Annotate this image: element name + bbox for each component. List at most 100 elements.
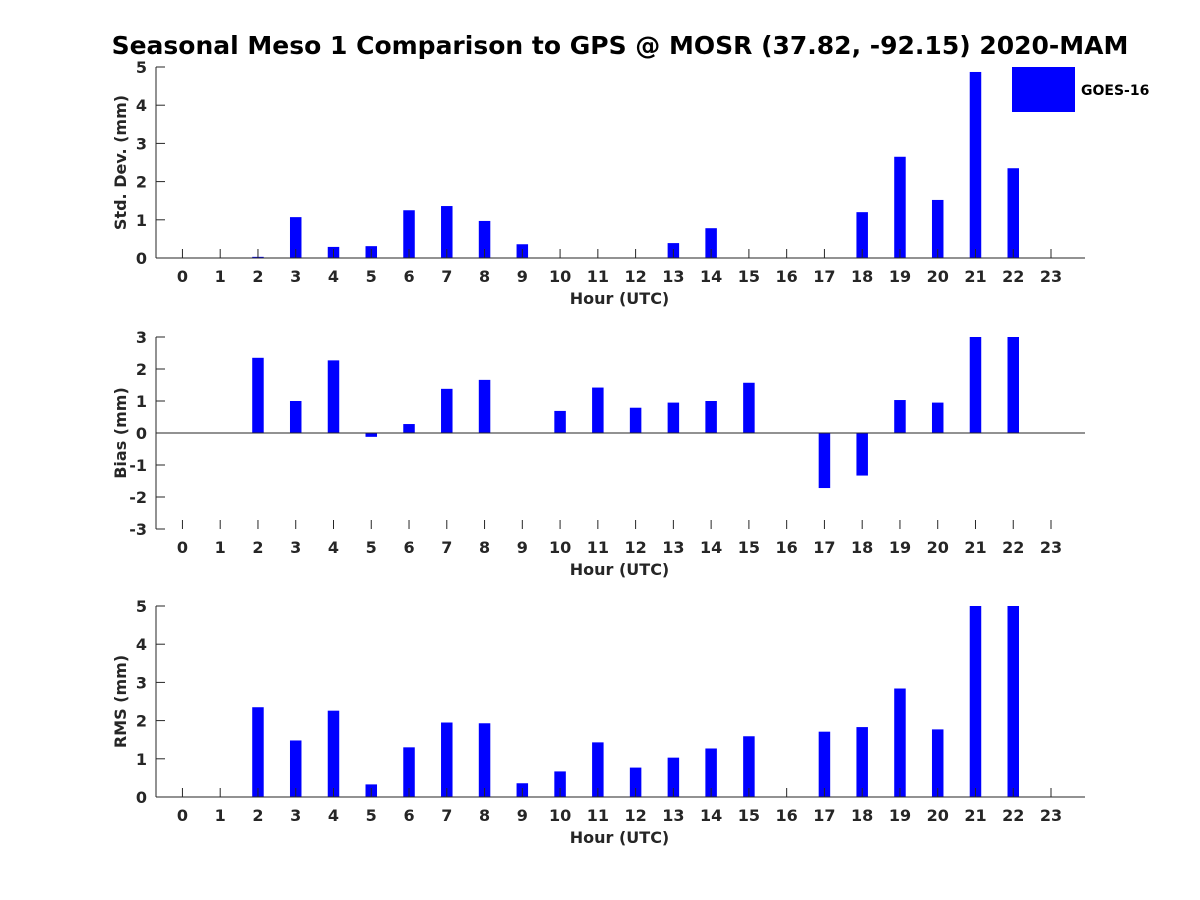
x-tick-label-std-dev: 19 <box>889 267 911 286</box>
x-tick-label-std-dev: 21 <box>964 267 986 286</box>
x-tick-label-std-dev: 6 <box>403 267 414 286</box>
y-tick-label-rms: 0 <box>136 788 147 807</box>
x-tick-label-rms: 6 <box>403 806 414 825</box>
bar-bias-hour-18 <box>856 433 868 476</box>
bar-rms-hour-21 <box>969 606 982 797</box>
x-tick-label-bias: 20 <box>927 538 949 557</box>
y-tick-label-bias: -3 <box>129 520 147 539</box>
bar-rms-hour-18 <box>856 727 868 797</box>
x-tick-label-rms: 15 <box>738 806 760 825</box>
y-tick-label-bias: 0 <box>136 424 147 443</box>
y-tick-label-bias: -2 <box>129 488 147 507</box>
x-tick-label-rms: 21 <box>964 806 986 825</box>
x-tick-label-rms: 16 <box>776 806 798 825</box>
x-axis-label-rms: Hour (UTC) <box>570 828 670 847</box>
y-tick-label-std-dev: 2 <box>136 173 147 192</box>
x-tick-label-std-dev: 14 <box>700 267 722 286</box>
x-tick-label-rms: 0 <box>177 806 188 825</box>
x-tick-label-bias: 8 <box>479 538 490 557</box>
x-tick-label-rms: 17 <box>813 806 835 825</box>
x-tick-label-bias: 1 <box>215 538 226 557</box>
x-tick-label-rms: 4 <box>328 806 339 825</box>
bar-std-dev-hour-18 <box>856 212 868 258</box>
bar-std-dev-hour-8 <box>478 220 491 258</box>
bar-std-dev-hour-6 <box>403 210 415 258</box>
x-tick-label-bias: 15 <box>738 538 760 557</box>
x-tick-label-bias: 9 <box>517 538 528 557</box>
y-tick-label-std-dev: 1 <box>136 211 147 230</box>
x-tick-label-std-dev: 10 <box>549 267 571 286</box>
figure-title: Seasonal Meso 1 Comparison to GPS @ MOSR… <box>112 31 1129 60</box>
bar-rms-hour-6 <box>403 747 415 797</box>
x-tick-label-bias: 17 <box>813 538 835 557</box>
bar-bias-hour-8 <box>478 379 491 433</box>
x-tick-label-bias: 14 <box>700 538 722 557</box>
y-tick-label-rms: 5 <box>136 597 147 616</box>
x-tick-label-rms: 8 <box>479 806 490 825</box>
x-tick-label-rms: 2 <box>252 806 263 825</box>
y-tick-label-std-dev: 5 <box>136 58 147 77</box>
bar-rms-hour-14 <box>705 748 717 797</box>
x-tick-label-std-dev: 20 <box>927 267 949 286</box>
bar-rms-hour-11 <box>592 742 604 797</box>
y-tick-label-rms: 2 <box>136 712 147 731</box>
x-tick-label-rms: 13 <box>662 806 684 825</box>
x-tick-label-bias: 16 <box>776 538 798 557</box>
bar-rms-hour-10 <box>554 771 566 797</box>
legend: GOES-16 <box>1012 67 1149 112</box>
x-axis-label-bias: Hour (UTC) <box>570 560 670 579</box>
bar-std-dev-hour-7 <box>441 206 453 258</box>
x-tick-label-bias: 2 <box>252 538 263 557</box>
bar-bias-hour-10 <box>554 410 566 433</box>
bar-rms-hour-19 <box>894 688 906 797</box>
y-tick-label-std-dev: 4 <box>136 96 147 115</box>
x-tick-label-bias: 6 <box>403 538 414 557</box>
x-tick-label-std-dev: 5 <box>366 267 377 286</box>
x-tick-label-bias: 5 <box>366 538 377 557</box>
x-tick-label-bias: 18 <box>851 538 873 557</box>
bar-bias-hour-3 <box>289 401 302 433</box>
bar-rms-hour-17 <box>818 731 831 797</box>
bar-rms-hour-7 <box>441 722 453 797</box>
x-tick-label-std-dev: 4 <box>328 267 339 286</box>
x-tick-label-rms: 19 <box>889 806 911 825</box>
bar-rms-hour-2 <box>252 707 264 797</box>
x-tick-label-bias: 22 <box>1002 538 1024 557</box>
x-tick-label-rms: 7 <box>441 806 452 825</box>
x-tick-label-std-dev: 17 <box>813 267 835 286</box>
bar-bias-hour-20 <box>931 402 944 433</box>
y-tick-label-bias: 3 <box>136 328 147 347</box>
y-tick-label-std-dev: 0 <box>136 249 147 268</box>
bar-bias-hour-11 <box>592 387 604 433</box>
x-tick-label-std-dev: 1 <box>215 267 226 286</box>
x-tick-label-std-dev: 18 <box>851 267 873 286</box>
bar-rms-hour-4 <box>327 710 340 797</box>
bar-bias-hour-15 <box>743 382 755 433</box>
x-tick-label-rms: 1 <box>215 806 226 825</box>
bar-rms-hour-22 <box>1007 606 1019 797</box>
y-tick-label-rms: 3 <box>136 673 147 692</box>
x-tick-label-bias: 4 <box>328 538 339 557</box>
bar-rms-hour-8 <box>478 723 491 797</box>
x-tick-label-std-dev: 22 <box>1002 267 1024 286</box>
bar-bias-hour-13 <box>667 402 680 433</box>
x-tick-label-std-dev: 0 <box>177 267 188 286</box>
bar-std-dev-hour-21 <box>969 71 982 258</box>
bar-std-dev-hour-22 <box>1007 168 1019 258</box>
bar-bias-hour-22 <box>1007 337 1019 433</box>
bar-bias-hour-7 <box>441 388 453 433</box>
x-tick-label-rms: 9 <box>517 806 528 825</box>
y-tick-label-std-dev: 3 <box>136 134 147 153</box>
x-tick-label-bias: 23 <box>1040 538 1062 557</box>
x-tick-label-rms: 20 <box>927 806 949 825</box>
x-tick-label-std-dev: 13 <box>662 267 684 286</box>
x-tick-label-bias: 19 <box>889 538 911 557</box>
bar-bias-hour-17 <box>818 433 831 489</box>
bar-bias-hour-21 <box>969 337 982 433</box>
x-tick-label-rms: 23 <box>1040 806 1062 825</box>
x-tick-label-rms: 12 <box>624 806 646 825</box>
y-axis-label-std-dev: Std. Dev. (mm) <box>111 95 130 230</box>
x-tick-label-std-dev: 23 <box>1040 267 1062 286</box>
